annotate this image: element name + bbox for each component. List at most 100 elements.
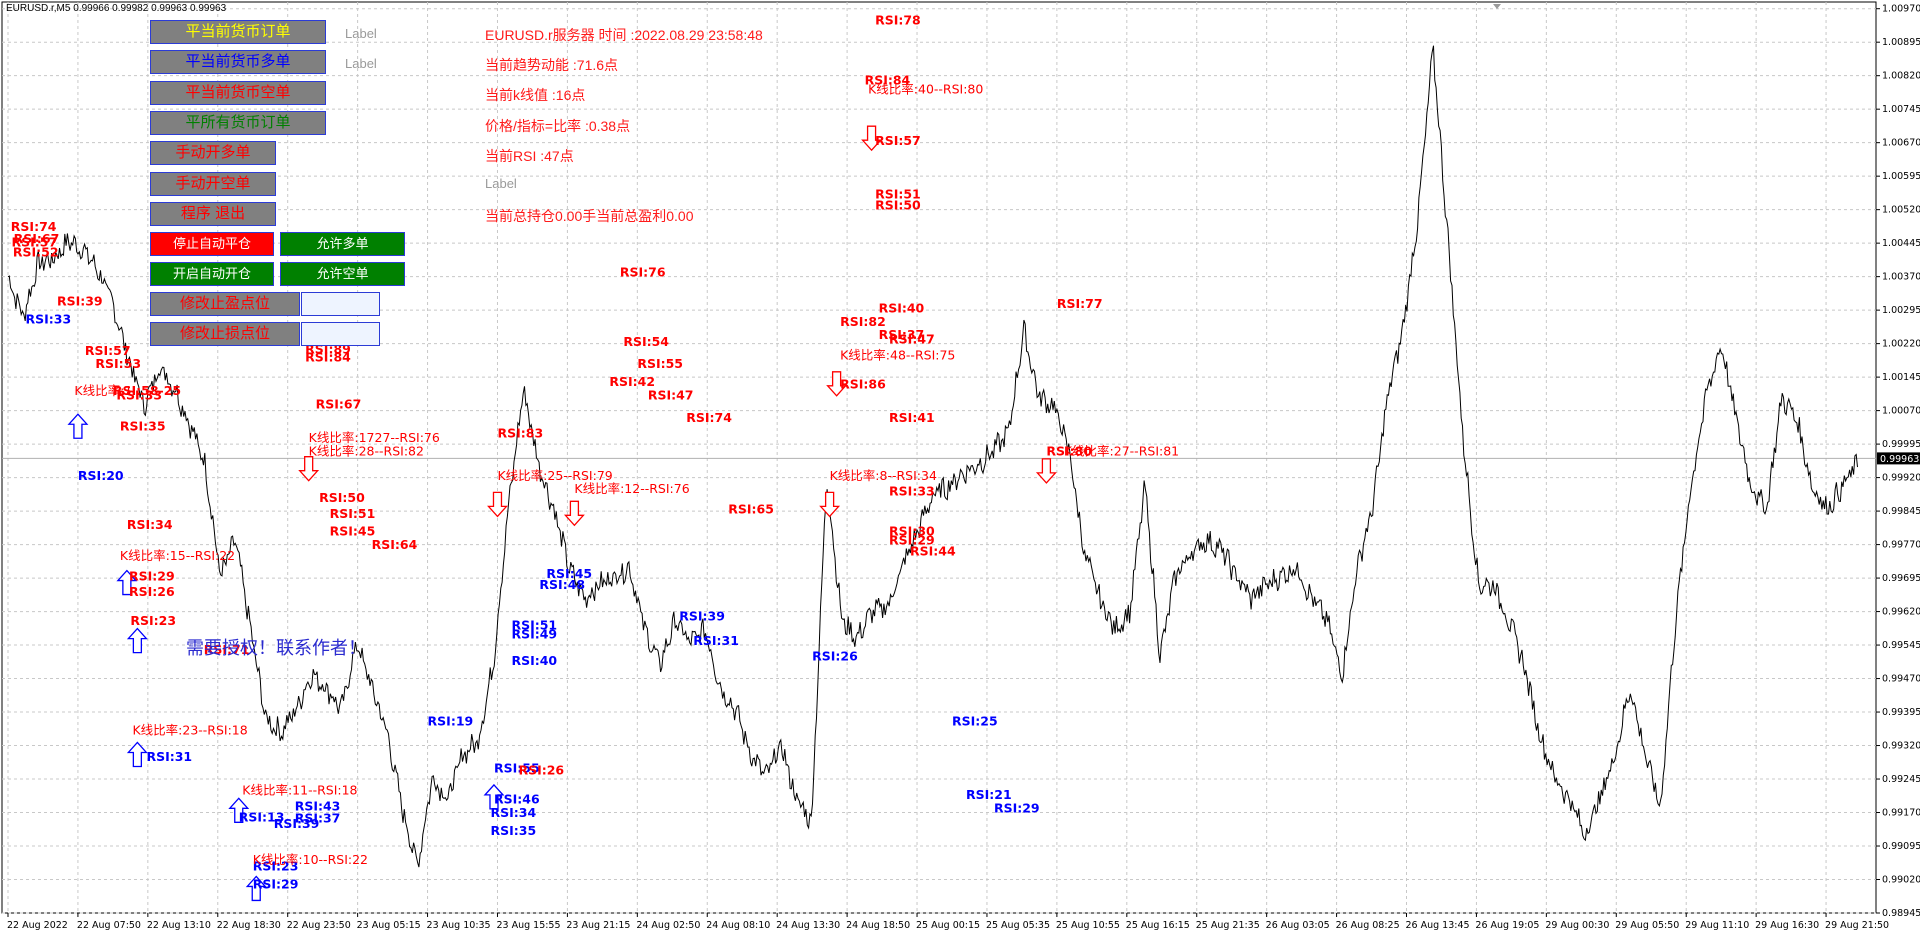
rsi-annotation: RSI:51 (511, 617, 557, 632)
y-tick-label: 1.00220 (1882, 339, 1920, 350)
rsi-annotation: RSI:29 (129, 568, 175, 583)
sell-arrow-icon (563, 500, 585, 527)
rsi-annotation: K线比率:28--RSI:82 (309, 443, 424, 458)
y-tick-label: 1.00445 (1882, 238, 1920, 249)
rsi-annotation: RSI:47 (889, 332, 935, 347)
rsi-annotation: RSI:57 (11, 234, 57, 249)
buy-arrow-icon (126, 627, 148, 654)
y-tick-label: 0.99395 (1882, 707, 1920, 718)
current-price-label: 0.99963 (1880, 454, 1919, 465)
close-current-long-button[interactable]: 平当前货币多单 (150, 50, 326, 75)
y-tick-label: 1.00370 (1882, 272, 1920, 283)
rsi-annotation: RSI:40 (511, 653, 557, 668)
x-tick-label: 24 Aug 02:50 (636, 920, 700, 931)
allow-long-button[interactable]: 允许多单 (280, 232, 405, 256)
symbol-header: EURUSD.r,M5 0.99966 0.99982 0.99963 0.99… (6, 3, 227, 14)
rsi-annotation: RSI:55 (494, 760, 540, 775)
rsi-annotation: RSI:57 (875, 133, 921, 148)
rsi-annotation: RSI:80 (1046, 443, 1092, 458)
rsi-annotation: RSI:71 (204, 642, 250, 657)
x-tick-label: 22 Aug 07:50 (77, 920, 141, 931)
rsi-annotation: RSI:49 (511, 626, 557, 641)
sell-arrow-icon (826, 371, 848, 397)
x-tick-label: 25 Aug 05:35 (986, 920, 1050, 931)
chart-shift-marker-icon (1493, 4, 1501, 9)
rsi-annotation: RSI:46 (494, 792, 540, 807)
close-all-orders-button[interactable]: 平所有货币订单 (150, 110, 326, 135)
rsi-annotation: RSI:54 (623, 334, 669, 349)
rsi-annotation: RSI:13 (239, 809, 285, 824)
allow-short-button[interactable]: 允许空单 (280, 262, 405, 286)
info-line: 价格/指标=比率 :0.38点 (485, 117, 631, 134)
x-tick-label: 24 Aug 13:30 (776, 920, 840, 931)
rsi-annotation: RSI:84 (865, 73, 911, 88)
x-tick-label: 23 Aug 15:55 (496, 920, 560, 931)
x-tick-label: 29 Aug 21:50 (1825, 920, 1889, 931)
rsi-annotation: RSI:45 (546, 566, 592, 581)
modify-take-profit-input[interactable] (301, 292, 380, 316)
rsi-annotation: RSI:51 (330, 506, 376, 521)
y-tick-label: 0.99620 (1882, 607, 1920, 618)
start-auto-open-button[interactable]: 开启自动开仓 (150, 262, 274, 286)
info-line: EURUSD.r服务器 时间 :2022.08.29 23:58:48 (485, 27, 763, 43)
x-tick-label: 26 Aug 19:05 (1475, 920, 1539, 931)
manual-open-long-button[interactable]: 手动开多单 (150, 141, 276, 166)
rsi-annotation: RSI:29 (889, 533, 935, 548)
rsi-annotation: K线比率:11--RSI:18 (242, 783, 357, 798)
rsi-annotation: RSI:74 (11, 219, 57, 234)
rsi-annotation: RSI:37 (879, 327, 925, 342)
rsi-annotation: RSI:40 (879, 300, 925, 315)
manual-open-short-button[interactable]: 手动开空单 (150, 171, 276, 196)
stop-auto-close-button[interactable]: 停止自动平仓 (150, 232, 274, 256)
rsi-annotation: RSI:23 (130, 613, 176, 628)
rsi-annotation: RSI:65 (728, 501, 774, 516)
rsi-annotation: RSI:25 (952, 713, 998, 728)
x-tick-label: 25 Aug 16:15 (1126, 920, 1190, 931)
y-tick-label: 0.99695 (1882, 573, 1920, 584)
y-tick-label: 1.00520 (1882, 205, 1920, 216)
y-tick-label: 0.99470 (1882, 674, 1920, 685)
info-line: 当前k线值 :16点 (485, 87, 586, 104)
rsi-annotation: RSI:39 (274, 816, 320, 831)
y-tick-label: 0.99095 (1882, 841, 1920, 852)
rsi-annotation: RSI:34 (127, 517, 173, 532)
rsi-annotation: K线比率:25--RSI:79 (497, 468, 612, 483)
rsi-annotation: RSI:26 (518, 763, 564, 778)
rsi-annotation: K线比率:27--RSI:81 (1064, 443, 1179, 458)
x-tick-label: 25 Aug 21:35 (1196, 920, 1260, 931)
rsi-annotation: K线比率:1 (74, 383, 132, 398)
rsi-annotation: RSI:33 (889, 483, 935, 498)
license-watermark: 需要授权！联系作者！ (186, 638, 366, 658)
rsi-annotation: RSI:53 (95, 356, 141, 371)
rsi-annotation: RSI:23 (253, 859, 299, 874)
rsi-annotation: RSI:82 (840, 314, 886, 329)
x-tick-label: 29 Aug 00:30 (1545, 920, 1609, 931)
modify-stop-loss-button[interactable]: 修改止损点位 (150, 322, 300, 346)
rsi-annotation: RSI:29 (253, 876, 299, 891)
y-tick-label: 0.99170 (1882, 808, 1920, 819)
x-tick-label: 22 Aug 13:10 (147, 920, 211, 931)
sell-arrow-icon (298, 456, 320, 482)
modify-stop-loss-input[interactable] (301, 322, 380, 346)
close-current-orders-button[interactable]: 平当前货币订单 (150, 20, 326, 44)
rsi-annotation: RSI:57 (85, 343, 131, 358)
y-tick-label: 1.00145 (1882, 372, 1920, 383)
rsi-annotation: RSI:48 (539, 577, 585, 592)
exit-program-button[interactable]: 程序 退出 (150, 201, 276, 226)
rsi-annotation: RSI:29 (994, 801, 1040, 816)
y-tick-label: 0.99320 (1882, 741, 1920, 752)
info-line: 当前RSI :47点 (485, 147, 574, 164)
info-line: Label (485, 176, 517, 191)
x-tick-label: 26 Aug 13:45 (1406, 920, 1470, 931)
buy-arrow-icon (126, 741, 148, 768)
buy-arrow-icon (67, 413, 89, 439)
rsi-annotation: RSI:67 (316, 396, 362, 411)
y-tick-label: 0.99920 (1882, 473, 1920, 484)
rsi-annotation: RSI:83 (497, 425, 543, 440)
x-tick-label: 22 Aug 2022 (7, 920, 68, 931)
modify-take-profit-button[interactable]: 修改止盈点位 (150, 292, 300, 316)
close-current-short-button[interactable]: 平当前货币空单 (150, 80, 326, 105)
rsi-annotation: K线比率:15--RSI:22 (120, 548, 235, 563)
